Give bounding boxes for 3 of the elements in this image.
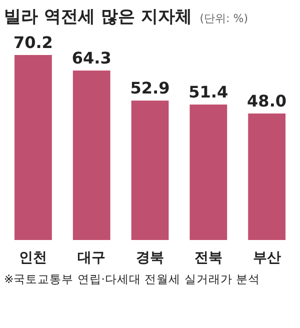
annotation: ※국토교통부 연립·다세대 전월세 실거래가 분석: [4, 272, 260, 286]
title: 빌라 역전세 많은 지자체: [4, 7, 192, 27]
subtitle: (단위: %): [200, 12, 248, 25]
